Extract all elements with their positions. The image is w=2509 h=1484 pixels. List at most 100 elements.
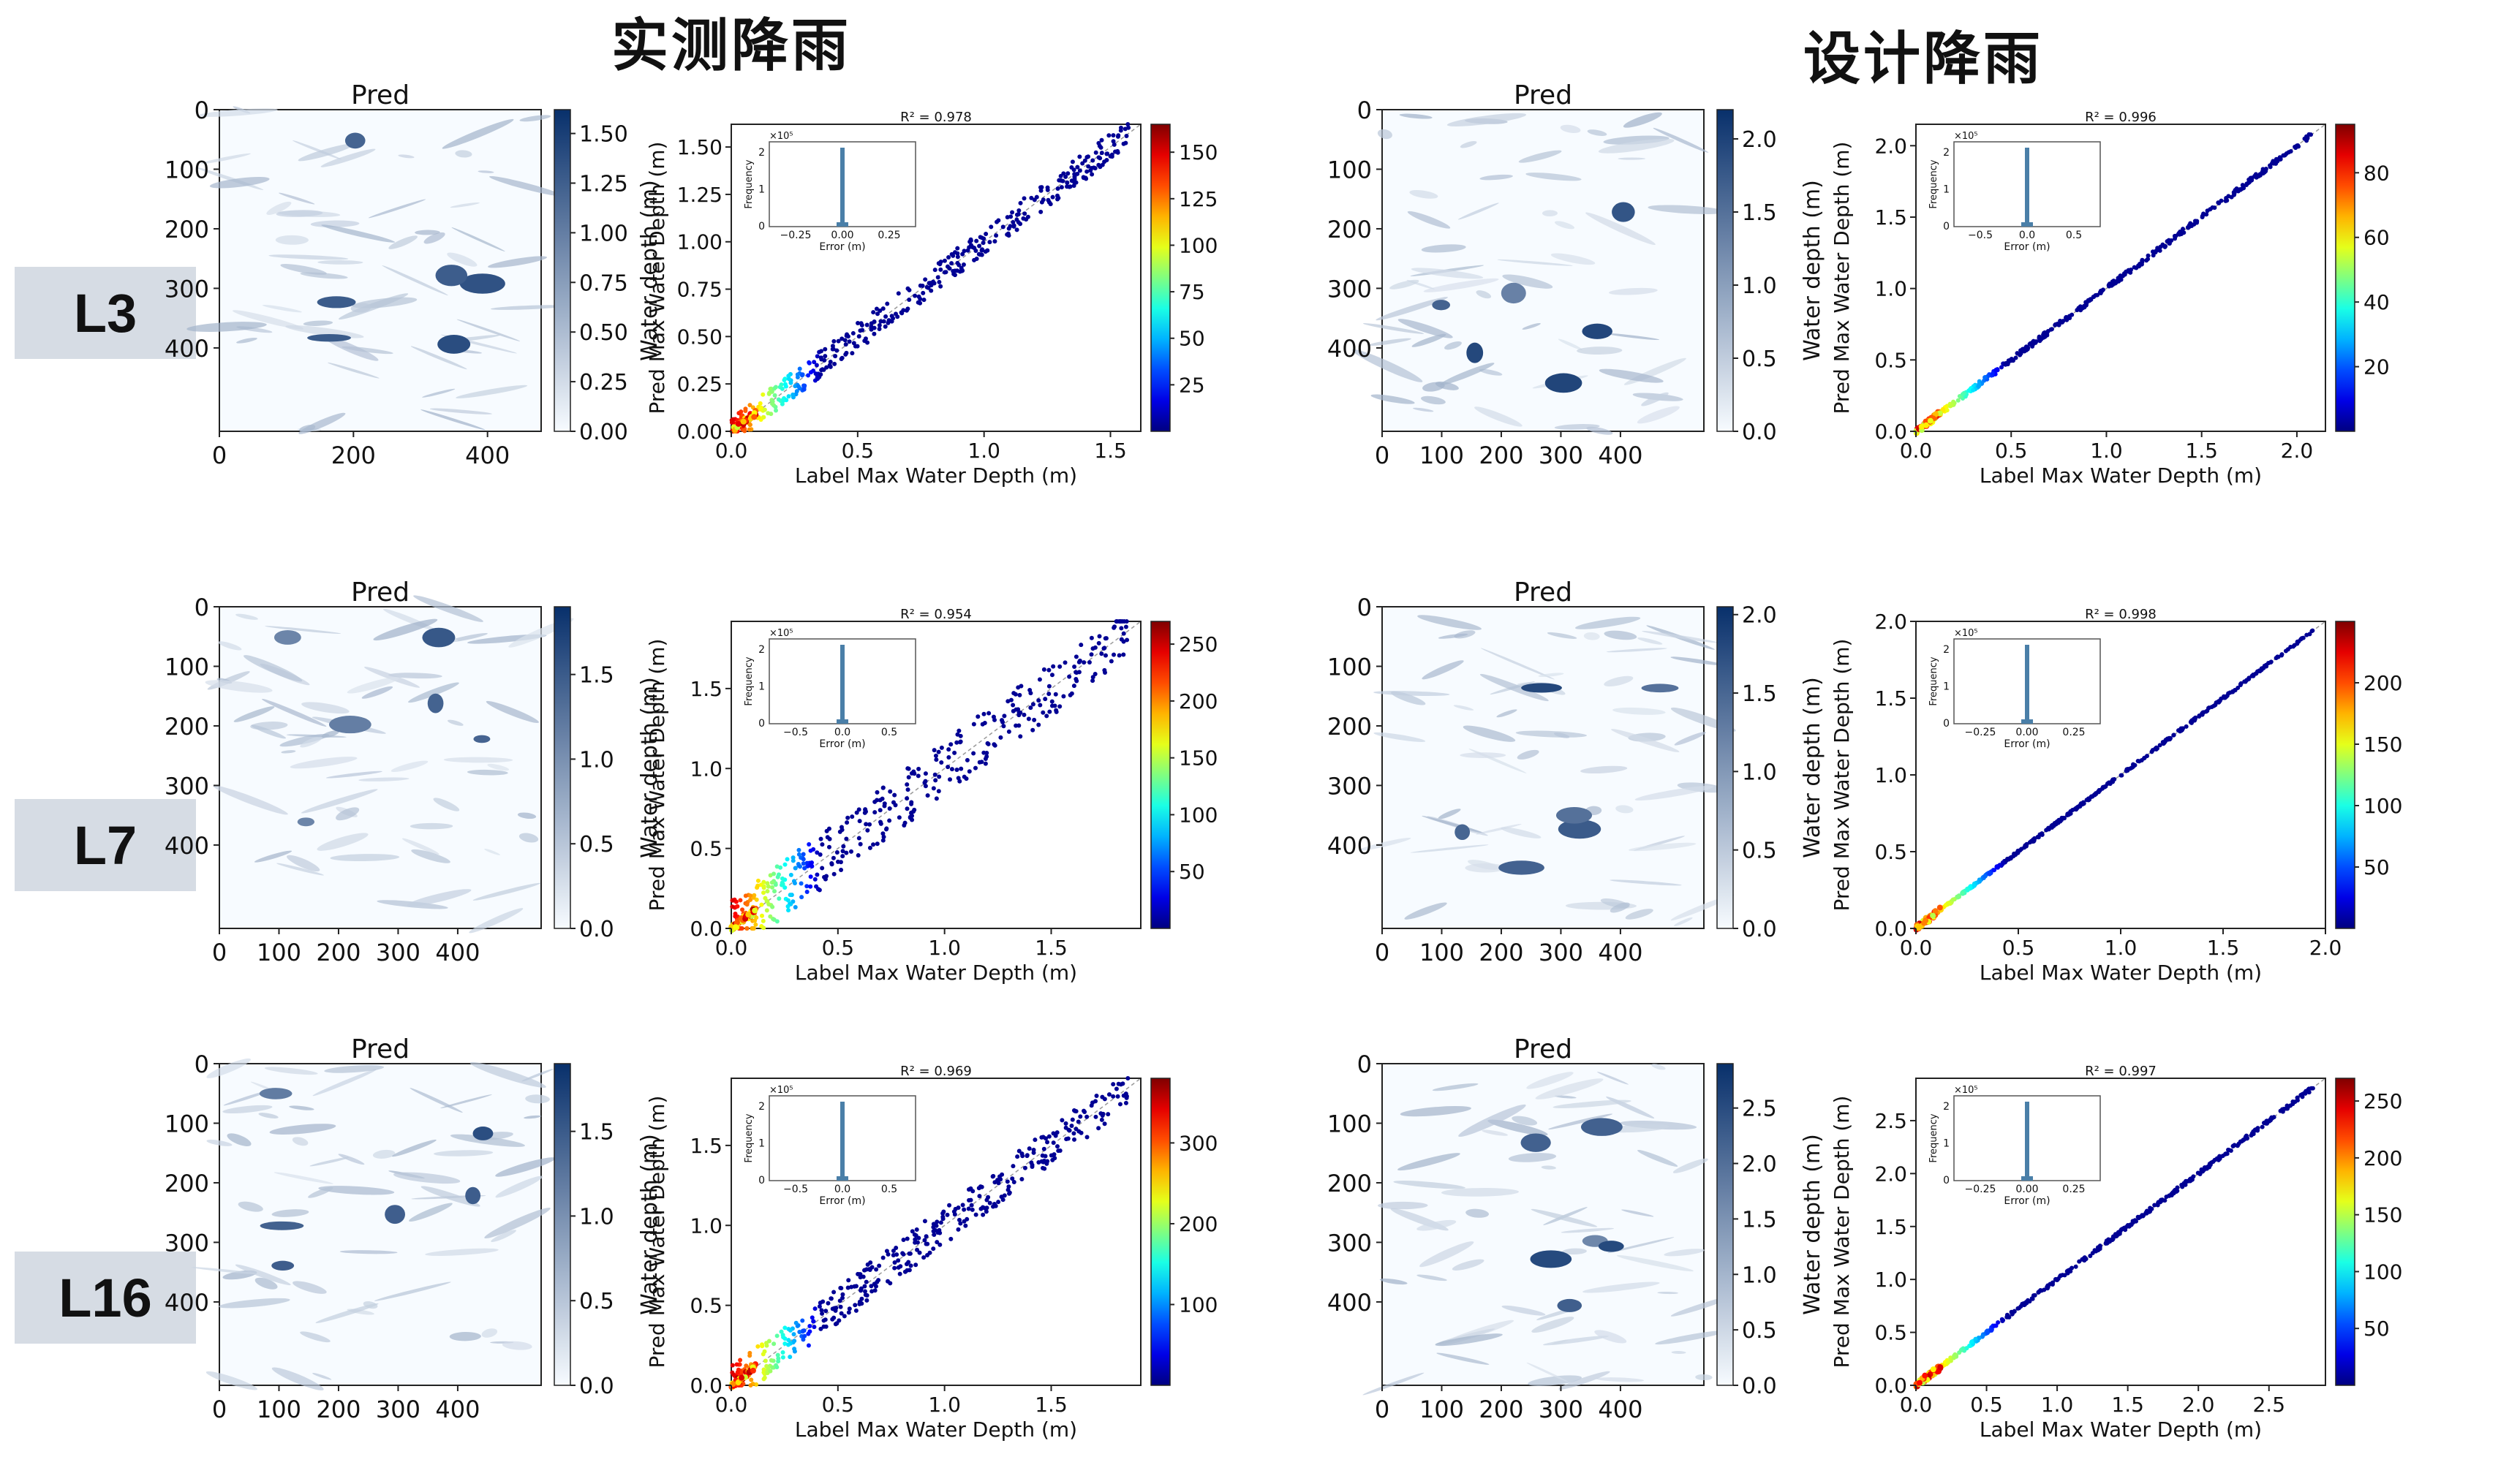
depth-streak (1552, 1099, 1631, 1108)
scatter-point (1040, 1153, 1045, 1158)
scatter-point-dense (745, 912, 752, 918)
scatter-point (945, 1212, 950, 1217)
scatter-point (929, 288, 934, 293)
scatter-point (804, 884, 810, 889)
scatter-point (946, 255, 951, 260)
scatter-point (2268, 1116, 2274, 1121)
depth-streak (411, 849, 450, 863)
depth-streak (262, 699, 327, 727)
scatter-point (799, 881, 804, 886)
histogram-bar (840, 645, 845, 724)
density-tick-label: 150 (2363, 1203, 2402, 1227)
scatter-point (864, 1298, 869, 1303)
scatter-point (2064, 315, 2069, 320)
scatter-point (2131, 762, 2136, 768)
depth-streak (279, 192, 315, 205)
scatter-point (2106, 283, 2111, 288)
depth-streak (1582, 1282, 1660, 1293)
scatter-point (1082, 1108, 1087, 1113)
scatter-point (1057, 664, 1063, 669)
scatter-point (780, 876, 785, 881)
depth-streak (1423, 278, 1499, 292)
depth-streak (1607, 1237, 1675, 1254)
scatter-point (961, 262, 966, 268)
depth-streak (1653, 127, 1709, 153)
map-title: Pred (351, 1034, 410, 1064)
scatter-point (793, 905, 798, 910)
scatter-point (923, 277, 928, 282)
scatter-xtick-label: 2.0 (2182, 1393, 2215, 1417)
map-ytick-label: 200 (1327, 1170, 1372, 1197)
scatter-point (910, 1229, 915, 1234)
scatter-point (802, 866, 807, 871)
scatter-ytick-label: 1.0 (1874, 1268, 1907, 1292)
scatter-point (846, 1310, 851, 1315)
scatter-point (1961, 1346, 1966, 1351)
map-colorbar (1716, 109, 1734, 432)
scatter-point-dense (733, 919, 740, 925)
scatter-point (2225, 198, 2230, 203)
scatter-point (962, 249, 967, 254)
depth-streak (326, 771, 382, 779)
scatter-point (2184, 724, 2189, 729)
scatter-point (1008, 214, 1014, 219)
scatter-point (1103, 636, 1108, 641)
scatter-point (759, 913, 764, 918)
scatter-point (967, 1197, 972, 1203)
scatter-point (1987, 871, 1992, 877)
scatter-point (922, 1219, 927, 1224)
scatter-point (780, 386, 785, 391)
scatter-point (1090, 158, 1095, 163)
depth-hotspot (1530, 1250, 1572, 1268)
scatter-point (924, 1234, 929, 1239)
depth-streak (328, 362, 380, 379)
scatter-point (820, 842, 825, 847)
map-area (1381, 606, 1705, 929)
scatter-point (2153, 746, 2158, 752)
map-ytick-label: 400 (165, 832, 209, 860)
scatter-ytick-label: 0.00 (677, 420, 722, 444)
scatter-points (1913, 628, 2315, 933)
scatter-point (945, 264, 950, 269)
map-xtick-label: 200 (331, 442, 376, 469)
scatter-point (1036, 722, 1041, 727)
scatter-point (823, 354, 828, 359)
scatter-point (938, 267, 943, 272)
depth-streak (1641, 392, 1669, 406)
scatter-point (1061, 694, 1066, 699)
scatter-point (865, 1262, 870, 1267)
map-colorbar (1716, 1063, 1734, 1386)
scatter-point (1052, 703, 1057, 708)
inset-ytick-label: 0 (1943, 718, 1950, 730)
scatter-point (1049, 673, 1054, 678)
scatter-point (2051, 823, 2056, 828)
scatter-point (1025, 1154, 1030, 1159)
scatter-point (1941, 408, 1946, 413)
scatter-point (743, 409, 748, 414)
depth-streak (1616, 1254, 1694, 1272)
scatter-point (1106, 1112, 1111, 1117)
scatter-point (1005, 1179, 1010, 1184)
scatter-point-dense (735, 420, 742, 427)
scatter-point (1971, 883, 1976, 888)
depth-streak (423, 232, 445, 244)
depth-streak (1404, 902, 1447, 920)
scatter-point (949, 767, 954, 772)
scatter-point (2209, 705, 2214, 710)
row-label-l3: L3 (15, 267, 196, 359)
scatter-point (1118, 125, 1123, 130)
scatter-point (818, 852, 823, 858)
scatter-point (1944, 408, 1950, 413)
scatter-point (2290, 1099, 2295, 1104)
depth-hotspot (1641, 684, 1679, 693)
scatter-xtick-label: 2.0 (2281, 439, 2314, 463)
scatter-xtick-label: 0.5 (822, 936, 855, 960)
scatter-point (2146, 253, 2151, 258)
scatter-point (1067, 674, 1072, 679)
scatter-point (909, 800, 914, 805)
scatter-point (1111, 1082, 1116, 1087)
scatter-ytick-label: 0.5 (690, 837, 722, 861)
scatter-point (984, 1209, 989, 1214)
scatter-point (764, 1343, 769, 1348)
